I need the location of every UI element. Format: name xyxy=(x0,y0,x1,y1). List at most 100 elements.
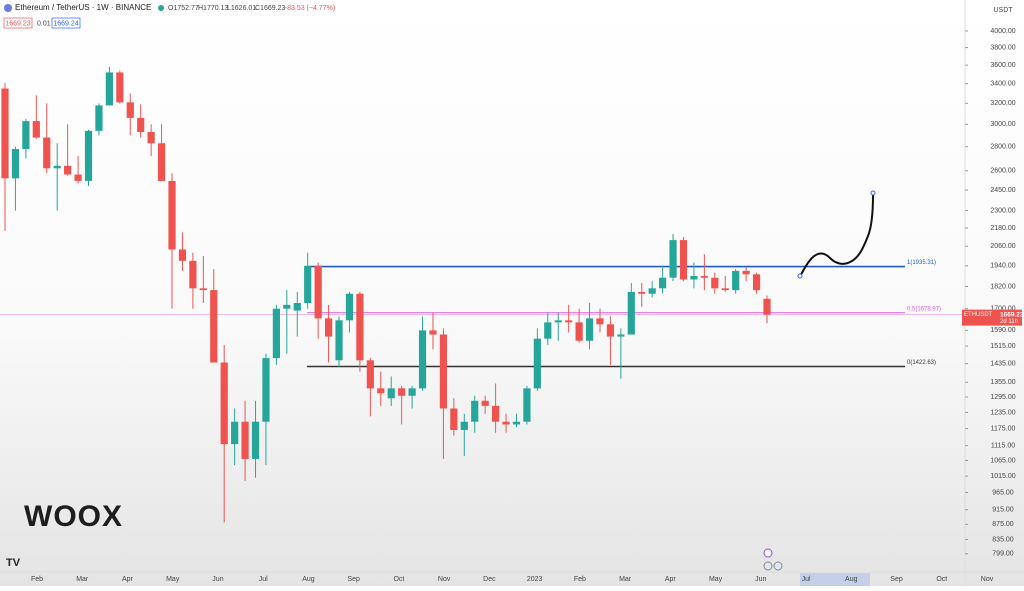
candle-body xyxy=(157,143,166,181)
candle-body xyxy=(638,291,646,294)
candle-body xyxy=(178,249,187,261)
y-tick-label: 1235.00 xyxy=(990,409,1015,416)
event-icon xyxy=(773,561,783,571)
candle-body xyxy=(398,388,406,396)
x-tick-label: Dec xyxy=(483,576,496,583)
candle-body xyxy=(11,149,20,179)
candle-body xyxy=(450,408,458,430)
symbol-title: Ethereum / TetherUS · 1W · BINANCE xyxy=(15,3,151,12)
candle-body xyxy=(732,270,740,291)
candle-body xyxy=(1,88,9,179)
candle-body xyxy=(763,298,771,315)
candle-body xyxy=(32,121,40,138)
candle-body xyxy=(596,318,604,325)
candle-body xyxy=(627,291,635,335)
y-tick-label: 2180.00 xyxy=(990,225,1015,232)
y-tick-label: 3400.00 xyxy=(990,81,1015,88)
candle-body xyxy=(272,308,280,359)
event-icon xyxy=(763,561,773,571)
candle-body xyxy=(502,421,510,425)
candle-body xyxy=(429,330,437,335)
ohlc-close: C1669.23 xyxy=(255,5,285,12)
y-tick-label: 2800.00 xyxy=(990,144,1015,151)
x-tick-label: Mar xyxy=(76,576,89,583)
candle-body xyxy=(168,180,176,250)
x-tick-label: Sep xyxy=(347,576,360,583)
candle-body xyxy=(241,421,249,459)
y-tick-label: 915.00 xyxy=(992,507,1014,514)
candle-body xyxy=(460,421,468,430)
candle-body xyxy=(752,274,761,291)
candle-body xyxy=(418,330,427,389)
candle-body xyxy=(690,276,698,280)
hand-drawn-projection xyxy=(799,194,874,277)
tradingview-logo: TV xyxy=(6,557,21,569)
currency-label: USDT xyxy=(993,7,1013,14)
ohlc-low: L1626.01 xyxy=(227,5,256,12)
candle-body xyxy=(220,362,228,445)
price-tag-box xyxy=(962,309,1022,326)
candle-body xyxy=(356,293,364,361)
symbol-icon xyxy=(4,4,12,12)
y-tick-label: 1115.00 xyxy=(991,442,1015,449)
candle-body xyxy=(137,117,145,132)
candle-body xyxy=(585,318,594,341)
candle-body xyxy=(742,270,750,275)
candle-body xyxy=(366,360,374,389)
time-range-highlight xyxy=(800,573,870,586)
candle-body xyxy=(408,388,416,396)
candle-body xyxy=(471,400,479,422)
y-tick-label: 1940.00 xyxy=(990,263,1015,270)
y-tick-label: 1295.00 xyxy=(990,394,1015,401)
candle-body xyxy=(293,303,301,311)
ohlc-open: O1752.77 xyxy=(168,5,199,12)
x-tick-label: Aug xyxy=(302,576,315,583)
y-tick-label: 1355.00 xyxy=(990,379,1015,386)
candle-body xyxy=(84,130,93,181)
y-tick-label: 2600.00 xyxy=(990,168,1015,175)
ask-box xyxy=(51,17,81,29)
candle-body xyxy=(669,240,677,278)
x-tick-label: Jul xyxy=(802,576,811,583)
candle-body xyxy=(262,358,270,422)
y-tick-label: 3800.00 xyxy=(990,44,1015,51)
candle-body xyxy=(679,240,688,280)
candle-body xyxy=(377,388,385,394)
y-tick-label: 1065.00 xyxy=(990,457,1015,464)
candle-body xyxy=(544,322,552,339)
candle-body xyxy=(22,121,30,150)
candle-body xyxy=(492,405,500,422)
candle-body xyxy=(74,174,82,181)
y-tick-label: 4000.00 xyxy=(990,28,1015,35)
candle-body xyxy=(314,265,322,319)
x-tick-label: May xyxy=(166,576,180,583)
candle-body xyxy=(304,265,312,304)
candle-body xyxy=(700,276,708,278)
y-tick-label: 1700.00 xyxy=(990,306,1015,313)
candle-body xyxy=(565,320,573,323)
y-tick-label: 799.00 xyxy=(992,551,1014,558)
candle-body xyxy=(64,165,72,175)
candle-body xyxy=(126,102,134,118)
candle-body xyxy=(439,334,448,409)
candle-body xyxy=(345,293,354,321)
ohlc-high: H1770.13 xyxy=(198,5,228,12)
candle-body xyxy=(648,288,656,294)
market-status xyxy=(158,5,164,11)
watermark-logo: WOOX xyxy=(24,500,123,533)
price-tag-countdown: 2d 11h xyxy=(1000,319,1018,325)
x-tick-label: Nov xyxy=(981,576,994,583)
candle-body xyxy=(617,334,625,337)
x-tick-label: Feb xyxy=(574,576,586,583)
x-tick-label: Sep xyxy=(890,576,903,583)
x-tick-label: Feb xyxy=(31,576,43,583)
x-tick-label: Aug xyxy=(845,576,858,583)
candle-body xyxy=(554,320,562,323)
y-tick-label: 3200.00 xyxy=(990,100,1015,107)
bid-box xyxy=(3,17,33,29)
y-tick-label: 2450.00 xyxy=(990,187,1015,194)
y-tick-label: 2060.00 xyxy=(990,243,1015,250)
x-tick-label: Apr xyxy=(122,576,134,583)
fib-level-label: 0(1422.63) xyxy=(907,360,936,366)
drawing-handle xyxy=(797,273,803,279)
